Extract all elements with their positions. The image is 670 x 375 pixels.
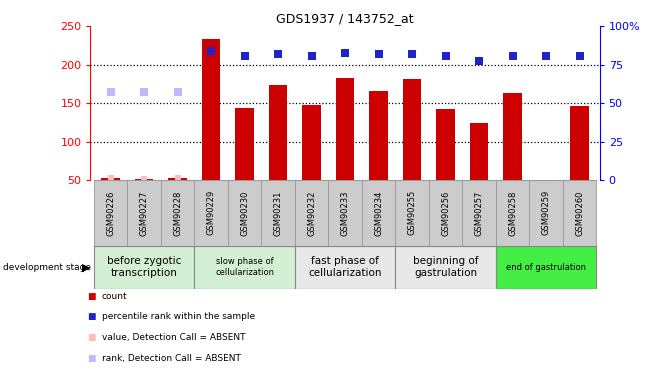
Text: GSM90257: GSM90257 (474, 190, 484, 236)
Bar (295, 246, 395, 289)
Bar (101, 178, 120, 180)
Bar (403, 79, 421, 180)
Bar (395, 180, 429, 246)
Text: GSM90256: GSM90256 (441, 190, 450, 236)
Text: GSM90234: GSM90234 (374, 190, 383, 236)
Bar (94, 246, 194, 289)
Text: count: count (102, 292, 127, 301)
Text: ■: ■ (87, 333, 96, 342)
Bar (194, 180, 228, 246)
Text: ■: ■ (87, 292, 96, 301)
Text: value, Detection Call = ABSENT: value, Detection Call = ABSENT (102, 333, 245, 342)
Text: GSM90231: GSM90231 (273, 190, 283, 236)
Bar (529, 180, 563, 246)
Bar (135, 179, 153, 180)
Bar (261, 180, 295, 246)
Bar (470, 123, 488, 180)
Text: GSM90228: GSM90228 (173, 190, 182, 236)
Bar (202, 39, 220, 180)
Text: rank, Detection Call = ABSENT: rank, Detection Call = ABSENT (102, 354, 241, 363)
Bar (168, 178, 187, 180)
Bar (503, 93, 522, 180)
Text: GSM90260: GSM90260 (575, 190, 584, 236)
Text: percentile rank within the sample: percentile rank within the sample (102, 312, 255, 321)
Bar (194, 246, 295, 289)
Text: GSM90226: GSM90226 (106, 190, 115, 236)
Title: GDS1937 / 143752_at: GDS1937 / 143752_at (276, 12, 414, 25)
Text: GSM90233: GSM90233 (340, 190, 350, 236)
Bar (429, 180, 462, 246)
Bar (295, 180, 328, 246)
Bar (269, 86, 287, 180)
Text: before zygotic
transcription: before zygotic transcription (107, 256, 182, 278)
Bar (94, 180, 127, 246)
Text: beginning of
gastrulation: beginning of gastrulation (413, 256, 478, 278)
Bar (496, 246, 596, 289)
Text: GSM90259: GSM90259 (541, 190, 551, 236)
Text: development stage: development stage (3, 262, 91, 272)
Bar (570, 106, 589, 180)
Text: end of gastrulation: end of gastrulation (506, 262, 586, 272)
Text: ▶: ▶ (82, 262, 90, 272)
Bar (328, 180, 362, 246)
Text: ■: ■ (87, 312, 96, 321)
Bar (161, 180, 194, 246)
Bar (563, 180, 596, 246)
Bar (235, 108, 254, 180)
Bar (228, 180, 261, 246)
Bar (127, 180, 161, 246)
Text: GSM90227: GSM90227 (139, 190, 149, 236)
Text: slow phase of
cellularization: slow phase of cellularization (215, 258, 274, 277)
Text: GSM90230: GSM90230 (240, 190, 249, 236)
Text: GSM90258: GSM90258 (508, 190, 517, 236)
Bar (395, 246, 496, 289)
Bar (462, 180, 496, 246)
Text: GSM90232: GSM90232 (307, 190, 316, 236)
Bar (496, 180, 529, 246)
Text: ■: ■ (87, 354, 96, 363)
Text: GSM90229: GSM90229 (206, 190, 216, 236)
Text: GSM90255: GSM90255 (407, 190, 417, 236)
Bar (369, 91, 388, 180)
Bar (302, 105, 321, 180)
Text: fast phase of
cellularization: fast phase of cellularization (308, 256, 382, 278)
Bar (436, 108, 455, 180)
Bar (362, 180, 395, 246)
Bar (336, 78, 354, 180)
